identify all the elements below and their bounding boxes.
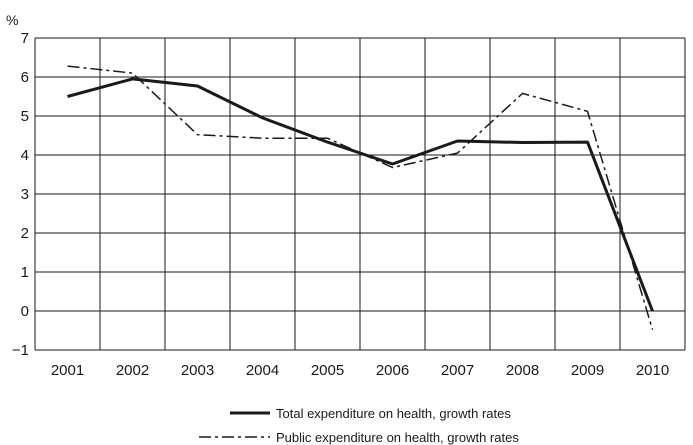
- x-tick-label: 2005: [311, 362, 344, 379]
- y-tick-label: 4: [21, 147, 29, 164]
- series-line-total: [67, 77, 654, 312]
- y-tick-label: 3: [21, 186, 29, 203]
- y-tick-label: −1: [12, 342, 29, 359]
- x-tick-label: 2004: [246, 362, 279, 379]
- y-tick-label: 0: [21, 303, 29, 320]
- x-tick-label: 2008: [506, 362, 539, 379]
- y-tick-labels: −1 0 1 2 3 4 5 6 7: [12, 30, 29, 359]
- x-tick-label: 2003: [181, 362, 214, 379]
- y-tick-label: 2: [21, 225, 29, 242]
- x-tick-label: 2009: [571, 362, 604, 379]
- y-tick-label: 1: [21, 264, 29, 281]
- series-layer: [67, 65, 654, 330]
- legend-label-public: Public expenditure on health, growth rat…: [276, 430, 519, 445]
- legend-label-total: Total expenditure on health, growth rate…: [276, 406, 511, 421]
- legend: Total expenditure on health, growth rate…: [199, 406, 519, 445]
- y-tick-label: 7: [21, 30, 29, 47]
- x-tick-label: 2006: [376, 362, 409, 379]
- y-tick-label: 5: [21, 108, 29, 125]
- x-tick-label: 2001: [51, 362, 84, 379]
- series-line-public: [67, 65, 654, 330]
- x-tick-label: 2002: [116, 362, 149, 379]
- x-tick-labels: 2001 2002 2003 2004 2005 2006 2007 2008 2009 2010: [51, 362, 669, 379]
- grid-lines: [34, 37, 686, 351]
- y-tick-label: 6: [21, 69, 29, 86]
- x-tick-label: 2010: [636, 362, 669, 379]
- y-unit-label: %: [6, 12, 18, 28]
- x-tick-label: 2007: [441, 362, 474, 379]
